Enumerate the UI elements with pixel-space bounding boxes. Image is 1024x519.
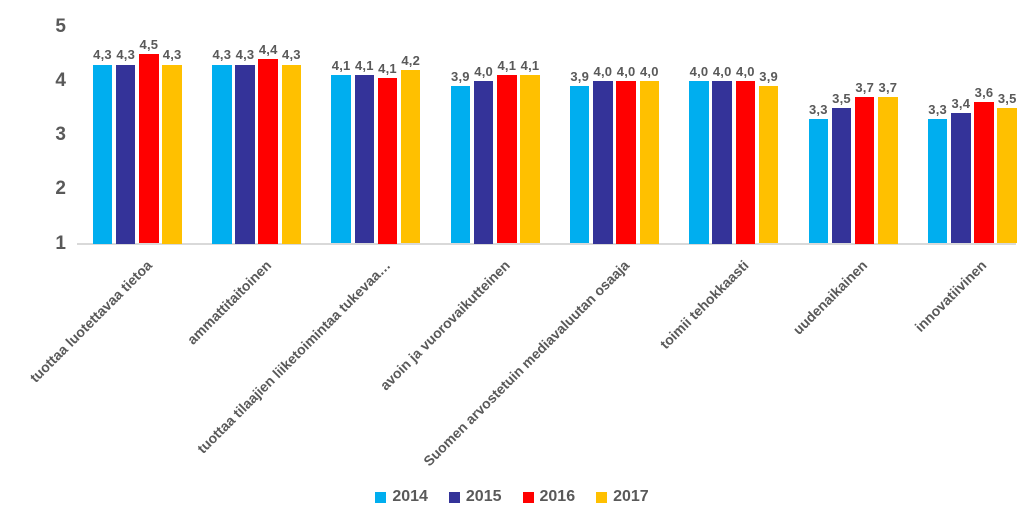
category-label: ammattitaitoinen [183,257,274,348]
bar-value-label: 3,9 [451,69,470,85]
bar-value-label: 3,9 [759,69,778,85]
legend-item-2015: 2015 [448,488,502,506]
bar-value-label: 4,4 [258,42,278,58]
bar-2015-category-1 [115,64,136,244]
bar-value-label: 3,9 [570,69,590,85]
bar-value-label: 4,3 [282,47,301,63]
bar-value-label: 3,3 [808,101,828,117]
bar-value-label: 4,1 [331,58,351,74]
bar-2016-category-3 [377,78,398,244]
y-axis-tick-label: 2 [55,178,66,200]
legend-swatch-2014 [375,491,387,503]
bar-2017-category-8 [997,107,1017,244]
bar-2014-category-7 [808,118,829,244]
bar-value-label: 4,1 [520,58,540,74]
category-label: tuottaa luotettavaa tietoa [26,257,155,386]
bar-value-label: 4,0 [712,63,732,79]
legend-swatch-2015 [448,491,460,503]
category-label: toimii tehokkaasti [656,257,752,352]
bar-value-label: 4,2 [401,52,421,68]
legend-item-2017: 2017 [596,488,649,506]
bar-value-label: 4,0 [639,63,659,79]
bar-2017-category-7 [878,97,898,244]
legend-swatch-2017 [596,491,608,503]
bar-value-label: 3,6 [974,85,994,101]
category-label: uudenaikainen [789,257,871,338]
bar-2017-category-2 [281,64,302,244]
bar-2015-category-6 [712,80,732,244]
bar-value-label: 4,1 [497,58,517,74]
bar-2016-category-2 [258,59,278,244]
category-label: avoin ja vuorovaikutteinen [376,257,513,394]
bar-2014-category-1 [92,64,113,244]
bar-value-label: 3,4 [951,96,971,112]
bar-value-label: 4,5 [139,36,159,52]
bar-value-label: 4,1 [354,58,374,74]
legend-item-2014: 2014 [375,488,428,506]
bar-value-label: 4,3 [116,47,136,63]
bar-value-label: 4,3 [162,47,182,63]
bar-2014-category-8 [927,118,948,244]
bar-2014-category-4 [450,86,471,244]
bar-value-label: 3,5 [832,90,851,106]
legend: 2014 2015 2016 2017 [0,488,1024,506]
bar-value-label: 3,5 [997,90,1017,106]
bar-2017-category-4 [520,75,540,244]
bar-2014-category-2 [212,64,232,244]
legend-label: 2014 [392,488,428,505]
bar-2015-category-5 [593,80,613,244]
bar-2016-category-4 [497,75,517,244]
bar-value-label: 4,0 [593,63,613,79]
bar-2015-category-8 [951,113,971,244]
bar-2014-category-6 [689,80,709,244]
bar-value-label: 4,1 [378,61,397,77]
bar-value-label: 4,0 [689,63,709,79]
bar-2016-category-6 [735,80,756,244]
bar-2016-category-1 [139,53,159,244]
bar-2014-category-3 [331,75,351,244]
category-label: innovatiivinen [911,257,990,335]
bar-value-label: 4,3 [93,47,112,63]
y-axis-tick-label: 1 [55,232,66,254]
y-axis-tick-label: 3 [55,124,66,145]
bar-2017-category-5 [639,80,660,244]
bar-2014-category-5 [569,86,590,244]
category-label: Suomen arvostetuin mediavaluutan osaaja [419,257,632,470]
bar-value-label: 4,0 [736,63,755,79]
bar-2016-category-7 [854,97,875,244]
bar-value-label: 4,3 [212,47,232,63]
bar-value-label: 4,3 [235,47,255,63]
bar-2015-category-2 [235,64,255,244]
legend-swatch-2016 [522,491,534,503]
bar-2016-category-8 [974,102,994,244]
legend-label: 2015 [465,488,502,505]
y-axis-tick-label: 4 [55,69,66,91]
legend-label: 2016 [539,488,576,505]
bar-value-label: 3,7 [855,80,875,96]
bar-value-label: 3,7 [878,80,898,96]
y-axis-tick-label: 5 [55,15,66,37]
legend-item-2016: 2016 [522,488,576,506]
bar-value-label: 3,3 [928,101,947,117]
bar-value-label: 4,0 [474,63,493,79]
legend-label: 2017 [613,488,649,505]
bar-2015-category-3 [354,75,375,244]
bar-2015-category-4 [473,80,494,244]
bar-2015-category-7 [831,107,852,244]
bar-2017-category-1 [162,64,182,244]
bar-2017-category-3 [400,69,421,244]
bar-value-label: 4,0 [616,63,636,79]
category-label: tuottaa tilaajien liiketoimintaa tukevaa… [193,257,394,457]
bar-2016-category-5 [616,80,636,244]
bar-2017-category-6 [758,86,779,244]
x-axis-line [77,243,1016,245]
